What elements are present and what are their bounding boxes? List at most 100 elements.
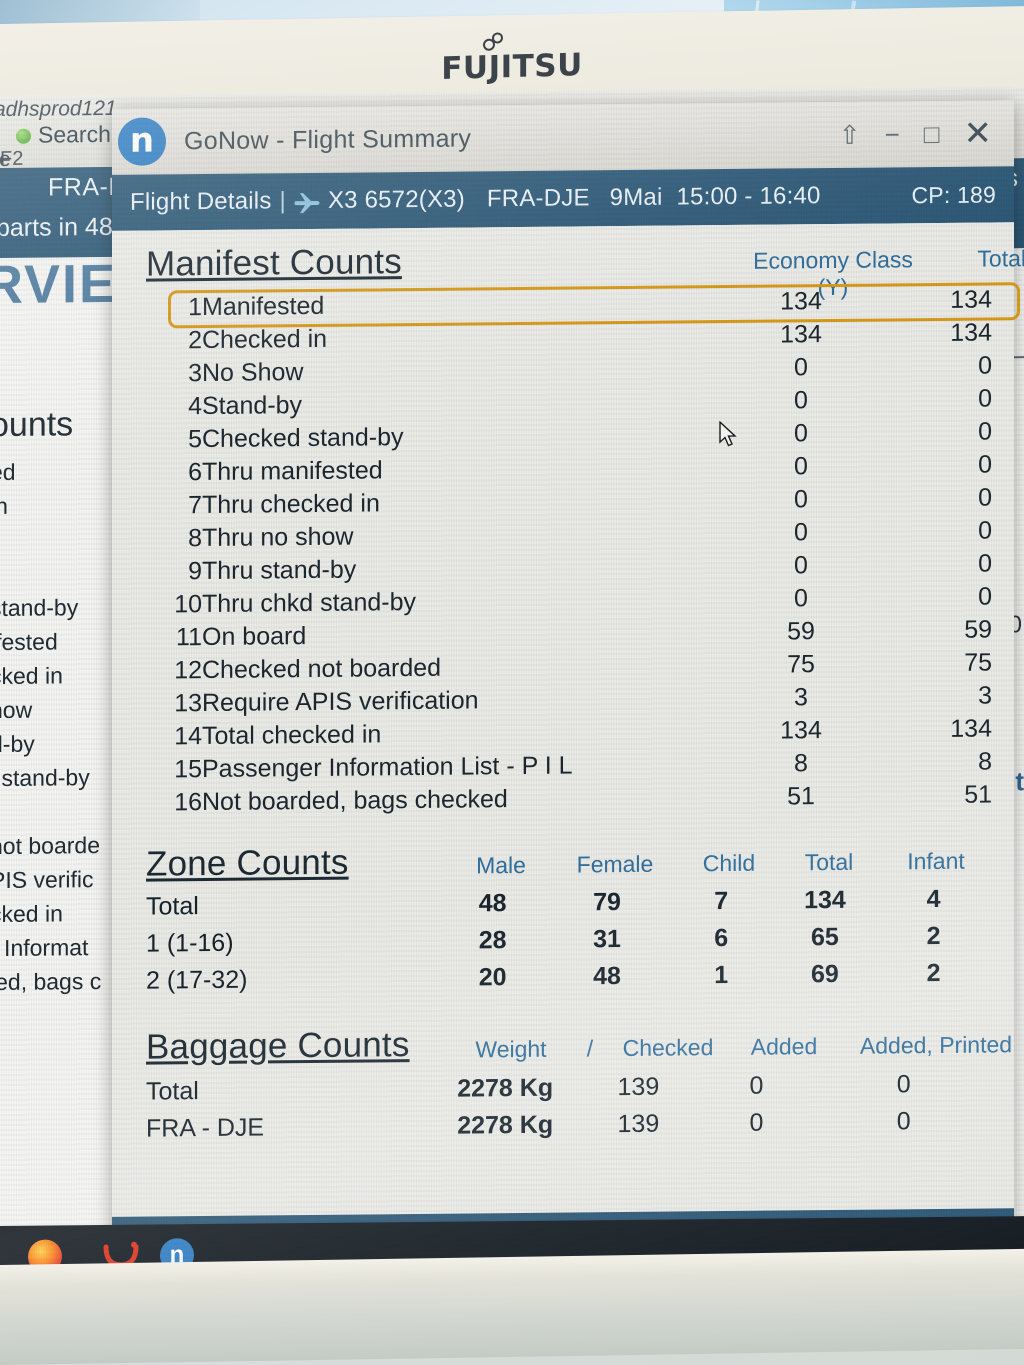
manifest-row-index: 7: [188, 490, 202, 519]
manifest-row-label: No Show: [202, 357, 304, 387]
baggage-row-added-printed: 0: [896, 1107, 911, 1136]
baggage-header-row: Baggage Counts Weight / Checked Added Ad…: [146, 1019, 1012, 1073]
manifest-row-index: 1: [146, 282, 1020, 329]
bg-list-row: [0, 522, 120, 557]
baggage-row-added: 0: [749, 1071, 764, 1100]
manifest-row-total: 0: [978, 581, 992, 611]
zone-col-male: Male: [476, 851, 526, 879]
baggage-counts-section: Baggage Counts Weight / Checked Added Ad…: [146, 1019, 1012, 1147]
manifest-row-economy: 0: [794, 385, 808, 414]
manifest-header-row: Manifest Counts Economy Class (Y) Total: [146, 236, 1024, 300]
manifest-title: Manifest Counts: [146, 242, 402, 284]
manifest-row-index: 13: [174, 688, 202, 717]
bg-list-heading: ounts: [0, 405, 74, 445]
manifest-row-label: Thru checked in: [202, 488, 380, 519]
baggage-row-checked: 139: [617, 1072, 660, 1102]
manifest-row-label: Checked stand-by: [202, 422, 404, 453]
manifest-row-index: 8: [188, 523, 202, 552]
manifest-row-index: 11: [176, 622, 202, 651]
manifest-row-total: 0: [978, 449, 992, 479]
zone-row-label: Total: [146, 892, 199, 921]
bg-list-row: cked in: [0, 900, 63, 928]
close-icon[interactable]: ✕: [963, 114, 993, 153]
manifest-title-text: Manifest Counts: [146, 242, 402, 284]
zone-row-male: 48: [478, 889, 507, 918]
manifest-row-economy: 0: [794, 484, 808, 513]
window-title: GoNow - Flight Summary: [184, 123, 472, 155]
gonow-logo-icon: n: [118, 117, 166, 166]
minimize-icon[interactable]: −: [884, 119, 900, 150]
zone-row-label: 2 (17-32): [146, 965, 248, 995]
zone-row-male: 20: [478, 963, 507, 992]
manifest-row-economy: 0: [794, 517, 808, 546]
separator: |: [279, 187, 286, 215]
bg-list-row: cked in: [0, 662, 63, 690]
flight-number: X3 6572(X3): [327, 185, 465, 214]
manifest-row-economy: 51: [787, 781, 815, 810]
manifest-row-label: Thru manifested: [202, 455, 383, 486]
zone-row-child: 1: [714, 961, 729, 990]
manifest-row-total: 8: [978, 746, 992, 776]
manifest-row-label: On board: [202, 621, 307, 651]
capacity-label: CP: 189: [911, 180, 996, 208]
flight-times: 15:00 - 16:40: [676, 182, 821, 211]
flight-details-bar: Flight Details | X3 6572(X3) FRA-DJE 9Ma…: [112, 166, 1014, 231]
baggage-title: Baggage Counts: [146, 1025, 410, 1068]
baggage-row-checked: 139: [617, 1109, 660, 1139]
manifest-row-label: Checked not boarded: [202, 653, 442, 684]
manifest-row-index: 15: [174, 754, 202, 783]
manifest-row-total: 51: [964, 779, 992, 809]
bg-list-row: r Informat: [0, 934, 89, 962]
manifest-row-index: 14: [174, 721, 202, 750]
status-dot-icon: [16, 128, 31, 144]
manifest-row-label: Thru chkd stand-by: [202, 587, 416, 618]
bg-list-row: in: [0, 492, 8, 520]
maximize-icon[interactable]: □: [923, 118, 940, 150]
bg-list-row: l stand-by: [0, 764, 90, 792]
bg-list-row: stand-by: [0, 594, 79, 622]
manifest-row-label: Stand-by: [202, 390, 303, 420]
manifest-row-label: Manifested: [202, 291, 325, 321]
zone-row-child: 7: [714, 887, 729, 916]
manifest-row-total: 0: [978, 515, 992, 545]
manifest-row-economy: 8: [794, 748, 808, 777]
zone-title-text: Zone Counts: [146, 842, 349, 884]
zone-row-total: 69: [811, 959, 839, 989]
zone-header-row: Zone Counts Male Female Child Total Infa…: [146, 836, 992, 888]
zone-title: Zone Counts: [146, 843, 349, 885]
manifest-row-index: 2: [188, 325, 202, 354]
dialog-body: Manifest Counts Economy Class (Y) Total …: [112, 222, 1024, 1217]
mouse-cursor: [719, 420, 739, 454]
zone-col-child: Child: [702, 849, 756, 877]
bg-list-row: not boarde: [0, 832, 100, 860]
manifest-row-index: 3: [188, 358, 202, 387]
baggage-row-weight: 2278 Kg: [457, 1110, 554, 1140]
manifest-row-economy: 134: [780, 286, 822, 316]
zone-row-total: 134: [804, 885, 846, 915]
manifest-row-index: 6: [188, 457, 202, 486]
zone-row-female: 31: [593, 925, 621, 954]
bg-list-row: [0, 794, 120, 829]
baggage-row-label: FRA - DJE: [146, 1113, 265, 1143]
manifest-row-label: Total checked in: [202, 719, 382, 750]
manifest-row-total: 0: [978, 416, 992, 446]
bg-list-row: PIS verific: [0, 866, 94, 894]
pin-icon[interactable]: ⇧: [838, 119, 861, 150]
search-button-bg[interactable]: Search: [16, 121, 111, 149]
monitor-bottom-bezel: [0, 1248, 1024, 1365]
airplane-icon: [294, 191, 320, 213]
zone-row-label: 1 (1-16): [146, 928, 234, 958]
zone-table: Total 48 79 7 134 4 1 (1-16) 28 31 6 65 2 2 (17-32) 2…: [146, 880, 992, 999]
baggage-table: Total 2278 Kg 139 0 0 FRA - DJE 2278 Kg 139 0 0: [146, 1065, 992, 1147]
dialog-titlebar[interactable]: n GoNow - Flight Summary ⇧ − □ ✕: [112, 100, 1014, 175]
manifest-row-index: 4: [188, 391, 202, 420]
manifest-row[interactable]: 16 Not boarded, bags checked 51 51: [146, 777, 992, 818]
manifest-row-total: 59: [964, 614, 992, 644]
bg-list-row: how: [0, 696, 33, 724]
bg-list-row: [0, 556, 120, 591]
manifest-row-index: 10: [174, 589, 202, 618]
manifest-row-total: 75: [964, 647, 992, 677]
baggage-row: FRA - DJE 2278 Kg 139 0 0: [146, 1102, 992, 1147]
manifest-row-economy: 0: [794, 550, 808, 579]
